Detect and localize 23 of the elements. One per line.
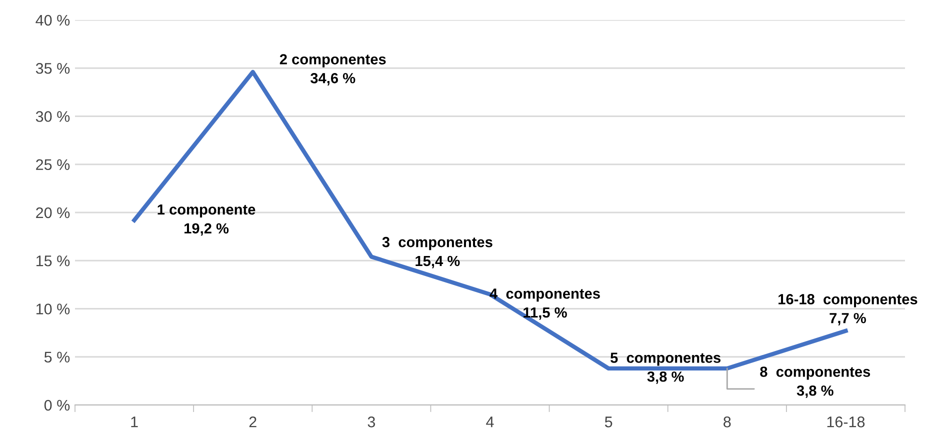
data-label: 1 componente 19,2 %	[158, 204, 256, 236]
data-label: 8 componentes 3,8 %	[760, 366, 870, 398]
y-tick-label: 20 %	[36, 207, 70, 218]
y-tick-label: 15 %	[36, 256, 70, 266]
x-tick-label: 3	[368, 416, 376, 428]
y-tick-label: 30 %	[36, 111, 70, 122]
data-label: 3 componentes 15,4 %	[382, 236, 492, 268]
y-tick-label: 0 %	[44, 400, 70, 411]
y-tick-label: 5 %	[44, 352, 70, 363]
x-tick-label: 1	[131, 416, 138, 428]
data-label: 2 componentes 34,6 %	[280, 54, 386, 86]
data-label: 16-18 componentes 7,7 %	[778, 294, 918, 326]
data-label: 5 componentes 3,8 %	[610, 352, 720, 384]
x-tick-label: 16-18	[827, 416, 865, 428]
y-tick-label: 10 %	[36, 304, 70, 314]
x-tick-label: 8	[724, 416, 731, 428]
x-tick-label: 2	[249, 416, 256, 428]
y-tick-label: 25 %	[36, 159, 70, 170]
x-tick-label: 4	[486, 416, 494, 428]
data-label: 4 componentes 11,5 %	[490, 288, 600, 320]
y-tick-label: 40 %	[36, 14, 70, 26]
y-tick-label: 35 %	[36, 62, 70, 74]
x-tick-label: 5	[604, 416, 612, 428]
